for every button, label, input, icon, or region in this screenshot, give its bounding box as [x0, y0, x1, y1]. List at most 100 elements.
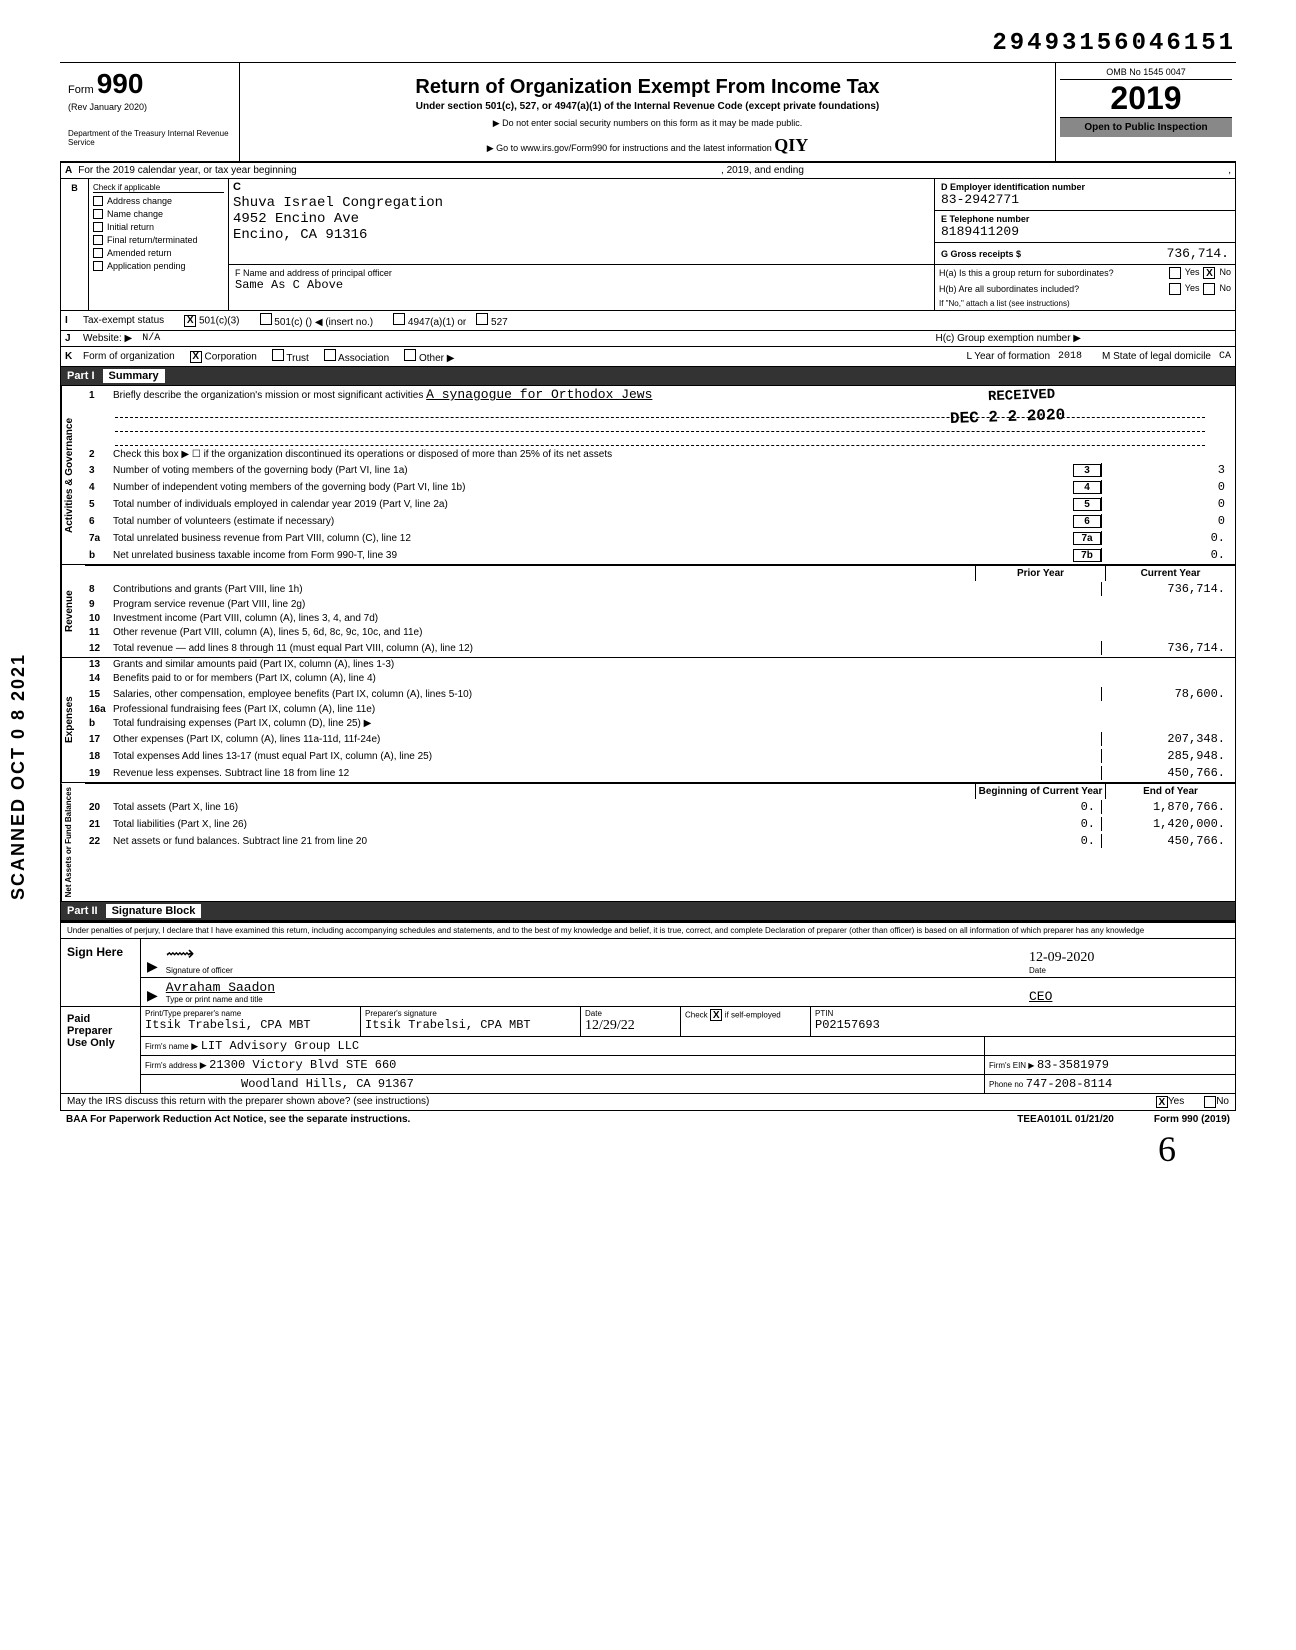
end-year-hdr: End of Year	[1105, 784, 1235, 799]
form-title: Return of Organization Exempt From Incom…	[245, 76, 1050, 99]
scanned-stamp: SCANNED OCT 0 8 2021	[8, 653, 29, 900]
check-label: Final return/terminated	[107, 235, 198, 245]
discuss-no[interactable]	[1204, 1096, 1216, 1108]
check-4947[interactable]	[393, 313, 405, 325]
check-527[interactable]	[476, 313, 488, 325]
g-label: G Gross receipts $	[941, 249, 1021, 259]
check-initial-return[interactable]	[93, 222, 103, 232]
row-j-text: Website: ▶	[83, 333, 132, 344]
ha-label: H(a) Is this a group return for subordin…	[939, 268, 1114, 278]
check-other[interactable]	[404, 349, 416, 361]
line-4-text: Number of independent voting members of …	[113, 482, 1069, 493]
line-12-val: 736,714.	[1101, 641, 1231, 655]
part-2-title: Signature Block	[106, 904, 202, 918]
open-public-badge: Open to Public Inspection	[1060, 117, 1232, 137]
line-8-val: 736,714.	[1101, 582, 1231, 596]
activities-governance-section: Activities & Governance 1Briefly describ…	[60, 386, 1236, 565]
self-employed-check[interactable]: X	[710, 1009, 722, 1021]
form-revision: (Rev January 2020)	[68, 102, 231, 112]
row-i: I Tax-exempt status X 501(c)(3) 501(c) (…	[60, 311, 1236, 331]
col-c-label: C	[233, 181, 241, 193]
date-label: Date	[1029, 966, 1229, 975]
check-trust[interactable]	[272, 349, 284, 361]
ptin-value: P02157693	[815, 1018, 1231, 1032]
firm-addr2: Woodland Hills, CA 91367	[241, 1077, 414, 1091]
form-dept: Department of the Treasury Internal Reve…	[68, 130, 231, 148]
row-i-text: Tax-exempt status	[83, 315, 164, 326]
prep-sig: Itsik Trabelsi, CPA MBT	[365, 1018, 576, 1032]
hb-no[interactable]	[1203, 283, 1215, 295]
m-text: M State of legal domicile	[1102, 351, 1211, 362]
hand-page-number: 6	[60, 1128, 1236, 1170]
firm-addr1: 21300 Victory Blvd STE 660	[209, 1058, 396, 1072]
row-j-label: J	[65, 333, 83, 344]
hb-yes[interactable]	[1169, 283, 1181, 295]
baa-code: TEEA0101L 01/21/20	[1017, 1114, 1114, 1125]
line-2-text: Check this box ▶ ☐ if the organization d…	[113, 449, 1231, 460]
check-final-return[interactable]	[93, 235, 103, 245]
l-text: L Year of formation	[966, 351, 1050, 362]
prep-sig-label: Preparer's signature	[365, 1009, 576, 1018]
phone-value: 8189411209	[941, 224, 1229, 239]
discuss-line: May the IRS discuss this return with the…	[60, 1094, 1236, 1111]
line-19-val: 450,766.	[1101, 766, 1231, 780]
website-value: N/A	[142, 333, 160, 344]
row-j: J Website: ▶ N/A H(c) Group exemption nu…	[60, 331, 1236, 347]
form-note-1: ▶ Do not enter social security numbers o…	[245, 118, 1050, 129]
check-application-pending[interactable]	[93, 261, 103, 271]
omb-number: OMB No 1545 0047	[1060, 67, 1232, 80]
discuss-yes[interactable]: X	[1156, 1096, 1168, 1108]
net-assets-section: Net Assets or Fund Balances Beginning of…	[60, 783, 1236, 902]
check-501c3[interactable]: X	[184, 315, 196, 327]
prep-date: 12/29/22	[585, 1018, 676, 1034]
officer-signature: ⟿	[166, 941, 1029, 966]
hb-label: H(b) Are all subordinates included?	[939, 284, 1079, 294]
hand-initial: QIY	[774, 135, 808, 155]
line-7b-val: 0.	[1101, 548, 1231, 562]
arrow-icon: ▶	[147, 987, 158, 1004]
name-label: Type or print name and title	[166, 995, 1029, 1004]
ha-no[interactable]: X	[1203, 267, 1215, 279]
signature-block: Under penalties of perjury, I declare th…	[60, 921, 1236, 1007]
form-number: 990	[97, 68, 144, 99]
ha-yes[interactable]	[1169, 267, 1181, 279]
discuss-question: May the IRS discuss this return with the…	[67, 1096, 1156, 1108]
row-b-label: B	[61, 179, 89, 310]
year-box: OMB No 1545 0047 2019 Open to Public Ins…	[1056, 63, 1236, 161]
check-assoc[interactable]	[324, 349, 336, 361]
revenue-section: Revenue Prior YearCurrent Year 8Contribu…	[60, 565, 1236, 658]
principal-officer-box: F Name and address of principal officer …	[229, 265, 935, 310]
prep-name: Itsik Trabelsi, CPA MBT	[145, 1018, 356, 1032]
firm-ein: 83-3581979	[1037, 1058, 1109, 1072]
principal-officer-value: Same As C Above	[235, 278, 928, 292]
prep-date-label: Date	[585, 1009, 676, 1018]
row-k-text: Form of organization	[83, 351, 175, 362]
form-subtitle: Under section 501(c), 527, or 4947(a)(1)…	[245, 101, 1050, 112]
check-name-change[interactable]	[93, 209, 103, 219]
check-corp[interactable]: X	[190, 351, 202, 363]
ag-tab: Activities & Governance	[61, 386, 85, 564]
expenses-section: Expenses 13Grants and similar amounts pa…	[60, 658, 1236, 783]
line-7a-val: 0.	[1101, 531, 1231, 545]
check-amended[interactable]	[93, 248, 103, 258]
line-6-val: 0	[1101, 514, 1231, 528]
row-a-text-2: , 2019, and ending	[721, 165, 804, 176]
gross-receipts-value: 736,714.	[1167, 246, 1229, 261]
hc-label: H(c) Group exemption number ▶	[935, 333, 1081, 344]
firm-name: LIT Advisory Group LLC	[201, 1039, 359, 1053]
baa-form: Form 990 (2019)	[1154, 1114, 1230, 1125]
prior-year-hdr: Prior Year	[975, 566, 1105, 581]
footer-baa: BAA For Paperwork Reduction Act Notice, …	[60, 1111, 1236, 1128]
line-17-val: 207,348.	[1101, 732, 1231, 746]
paid-preparer-label: Paid Preparer Use Only	[61, 1007, 141, 1093]
form-header: Form 990 (Rev January 2020) Department o…	[60, 62, 1236, 161]
row-a-label: A	[65, 165, 72, 176]
part-1-header: Part ISummary	[60, 367, 1236, 386]
dash-line	[115, 406, 1205, 418]
check-501c[interactable]	[260, 313, 272, 325]
line-18-val: 285,948.	[1101, 749, 1231, 763]
sign-date-value: 12-09-2020	[1029, 950, 1229, 966]
col-de: D Employer identification number 83-2942…	[935, 179, 1235, 264]
row-a: A For the 2019 calendar year, or tax yea…	[60, 161, 1236, 179]
check-address-change[interactable]	[93, 196, 103, 206]
